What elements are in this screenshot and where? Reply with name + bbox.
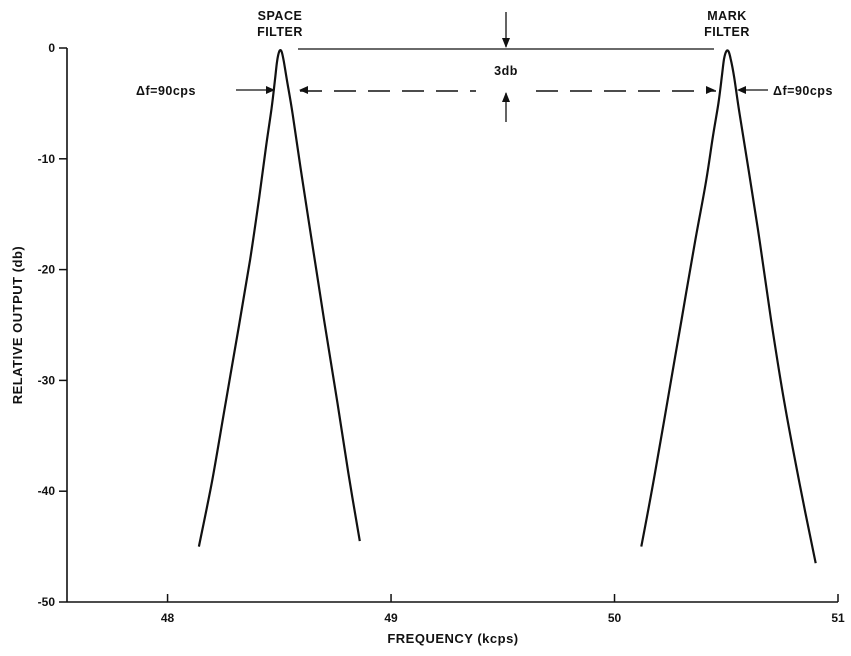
x-tick-label: 50 (608, 611, 622, 625)
y-tick-group: 0 -10 -20 -30 -40 -50 (38, 41, 67, 609)
y-tick-label: -10 (38, 152, 56, 166)
x-tick-label: 49 (384, 611, 398, 625)
bandwidth-label-left: Δf=90cps (136, 84, 196, 98)
mark-filter-curve (640, 49, 817, 564)
y-tick-label: -20 (38, 263, 56, 277)
space-filter-label-line1: SPACE (258, 9, 303, 23)
space-filter-label-line2: FILTER (257, 25, 303, 39)
y-axis-title: RELATIVE OUTPUT (db) (10, 246, 25, 405)
3db-arrow-bottom-head (502, 92, 510, 102)
mark-filter-label-line1: MARK (707, 9, 747, 23)
3db-arrow-top-head (502, 38, 510, 48)
bandwidth-right-inner-arrow-head (706, 86, 715, 94)
x-tick-label: 51 (831, 611, 845, 625)
3db-label: 3db (494, 64, 518, 78)
y-tick-label: -30 (38, 373, 56, 387)
mark-filter-label-line2: FILTER (704, 25, 750, 39)
x-tick-label: 48 (161, 611, 175, 625)
x-axis-title: FREQUENCY (kcps) (387, 631, 518, 646)
bandwidth-label-right: Δf=90cps (773, 84, 833, 98)
y-tick-label: -40 (38, 484, 56, 498)
y-tick-label: 0 (48, 41, 55, 55)
space-filter-curve (197, 49, 361, 547)
bandwidth-left-outer-arrow-head (266, 86, 275, 94)
bandwidth-left-inner-arrow-head (299, 86, 308, 94)
y-tick-label: -50 (38, 595, 56, 609)
x-tick-group: 48 49 50 51 (161, 594, 845, 625)
